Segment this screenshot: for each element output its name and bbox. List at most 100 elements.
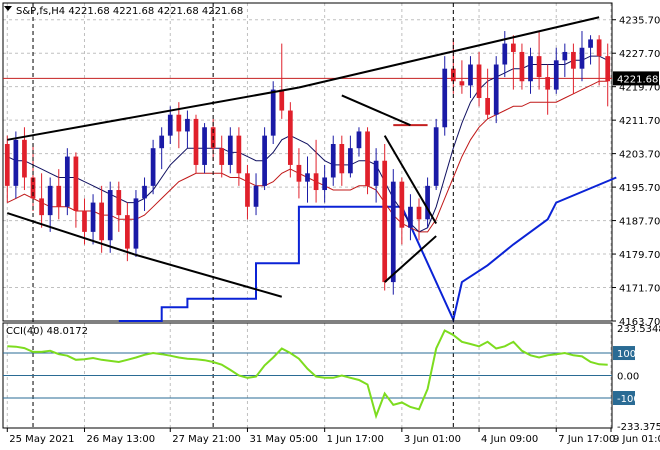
candle-body: [365, 131, 370, 186]
candle-body: [305, 173, 310, 182]
candle: [219, 135, 225, 178]
ma-long-line: [7, 80, 608, 233]
candle: [305, 156, 310, 203]
candle: [356, 127, 362, 157]
candle-body: [536, 56, 542, 78]
candle-body: [167, 114, 173, 136]
candle-body: [142, 185, 147, 199]
cci-tick-label: 0.00: [617, 372, 639, 383]
candle-body: [519, 51, 525, 82]
x-tick-label: 9 Jun 01:00: [613, 434, 660, 445]
candle: [73, 152, 79, 228]
cci-level-tag: [613, 346, 635, 361]
symbol-header: S&P,fs,H4 4221.68 4221.68 4221.68 4221.6…: [16, 6, 243, 17]
candle-body: [390, 181, 396, 283]
x-tick-label: 3 Jun 01:00: [404, 434, 461, 445]
candle: [185, 110, 190, 149]
price-tag: [613, 71, 659, 86]
candle: [562, 43, 568, 78]
y-tick-label: 4163.70: [619, 317, 660, 328]
candle-body: [236, 135, 242, 174]
candle: [313, 139, 319, 203]
candle-body: [193, 118, 199, 165]
candle-body: [245, 173, 250, 207]
time-axis: 25 May 2021 26 May 13:00 27 May 21:00 31 Ma…: [6, 428, 660, 445]
x-tick-label: 31 May 05:00: [249, 434, 318, 445]
trendline: [384, 235, 437, 283]
candle-body: [571, 51, 576, 69]
candle-body: [348, 148, 353, 174]
candle-body: [296, 164, 302, 182]
candle: [579, 31, 585, 82]
candle: [236, 127, 242, 186]
candle-body: [399, 181, 405, 228]
candle-body: [339, 144, 345, 174]
dropdown-arrow-icon[interactable]: [4, 6, 12, 11]
candle: [142, 177, 147, 211]
y-tick-label: 4211.70: [619, 116, 660, 127]
cci-level-tag: [613, 391, 635, 406]
y-tick-label: 4219.70: [619, 83, 660, 94]
trendline: [7, 86, 300, 141]
candle: [382, 144, 388, 291]
candle-body: [468, 64, 473, 86]
candle-body: [116, 190, 122, 216]
trendline: [6, 212, 137, 256]
candle: [528, 47, 533, 94]
candle-body: [588, 39, 593, 48]
trendline: [135, 253, 283, 298]
candle-body: [47, 185, 53, 216]
candle-body: [219, 148, 225, 165]
candle: [605, 43, 611, 107]
candle-body: [408, 206, 413, 228]
candle: [47, 177, 53, 232]
y-tick-label: 4187.70: [619, 217, 660, 228]
candle-body: [64, 156, 70, 207]
candle: [159, 127, 165, 170]
candle-body: [433, 127, 439, 186]
candle-body: [56, 185, 62, 207]
candle: [150, 139, 156, 195]
candle-body: [202, 127, 207, 165]
candle-body: [553, 60, 559, 90]
x-tick-label: 7 Jun 17:00: [558, 434, 615, 445]
candle-body: [107, 190, 113, 241]
x-tick-label: 1 Jun 17:00: [327, 434, 384, 445]
candle-body: [416, 206, 422, 220]
candle-body: [382, 160, 388, 283]
candle-body: [4, 144, 10, 186]
candle: [511, 35, 516, 90]
candle-body: [459, 81, 465, 86]
candle-body: [545, 77, 551, 90]
candle: [107, 181, 113, 253]
candle-body: [125, 215, 130, 249]
cci-tick-label: -100: [617, 394, 640, 405]
candle: [408, 194, 413, 241]
trendlines: [6, 16, 600, 298]
candle: [442, 56, 448, 136]
indicator-header: CCI(40) 48.0172: [6, 326, 88, 337]
candle-body: [596, 39, 602, 57]
candle: [399, 177, 405, 245]
candle-body: [90, 202, 96, 232]
candle: [193, 114, 199, 174]
candle-body: [227, 135, 233, 165]
candle: [519, 43, 525, 90]
candle-body: [159, 135, 165, 149]
vertical-markers: [32, 3, 454, 428]
candle: [416, 198, 422, 241]
candle: [322, 164, 328, 203]
cci-tick-label: -233.3753: [617, 422, 660, 433]
candle: [4, 135, 10, 203]
candle: [90, 194, 96, 245]
candle: [99, 185, 104, 253]
candle: [459, 60, 465, 94]
candle: [253, 173, 259, 216]
moving-averages: [7, 55, 608, 233]
candle-body: [562, 51, 568, 61]
candle-body: [39, 198, 44, 216]
candle-body: [605, 56, 611, 82]
candle: [167, 106, 173, 145]
y-tick-label: 4235.70: [619, 16, 660, 27]
